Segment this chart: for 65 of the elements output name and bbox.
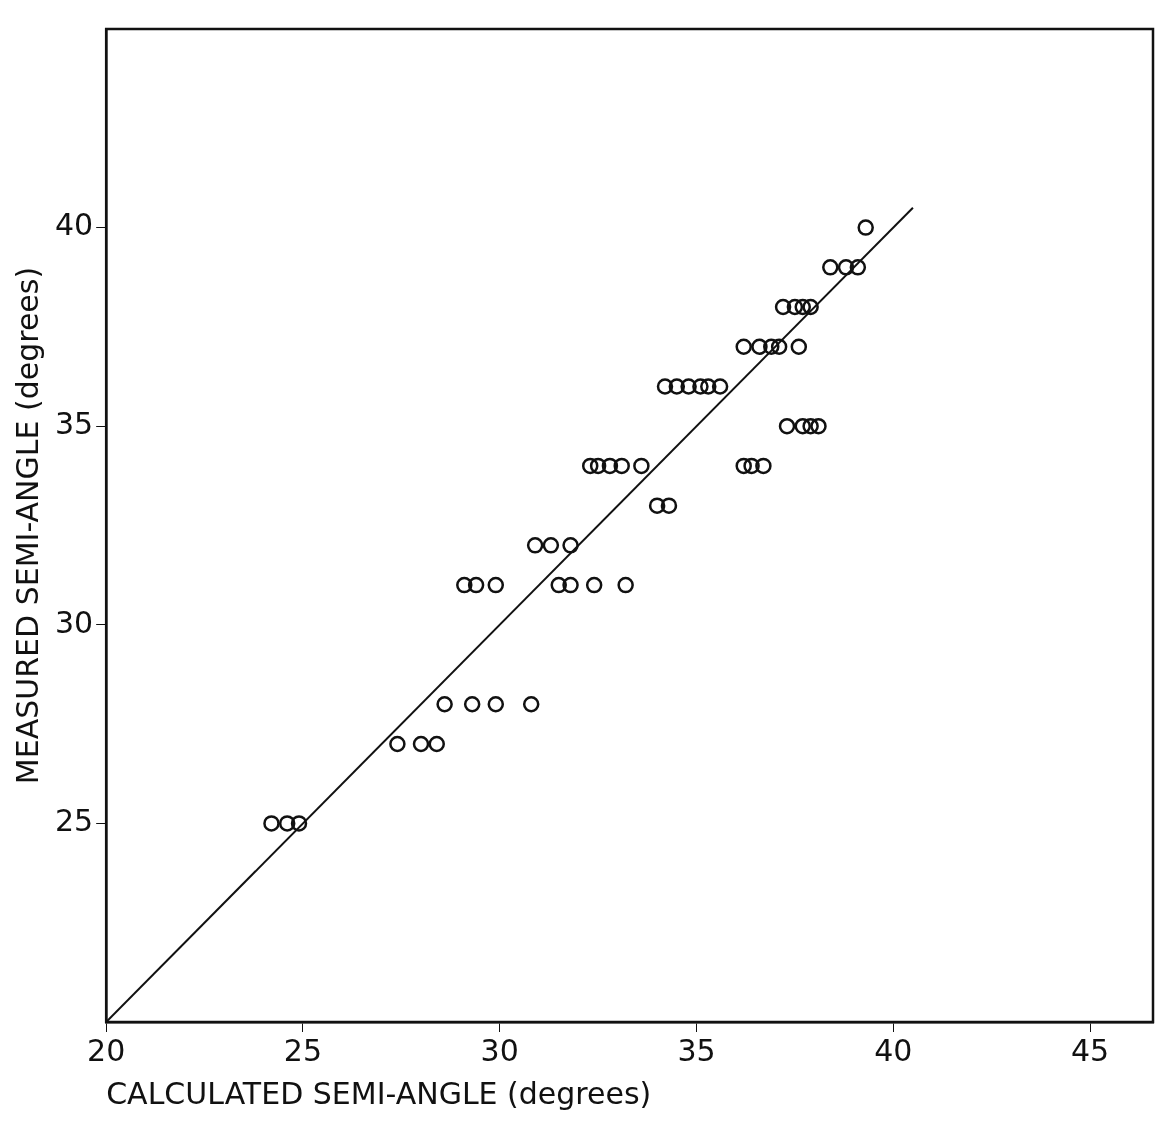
point: [770, 338, 788, 356]
point: [581, 457, 599, 475]
point: [802, 417, 819, 435]
point: [751, 338, 768, 356]
point: [290, 815, 308, 832]
point: [837, 259, 855, 276]
point: [802, 298, 819, 316]
point: [656, 378, 674, 395]
point: [428, 735, 445, 753]
point: [526, 537, 544, 554]
point: [849, 259, 867, 276]
point: [711, 378, 729, 395]
x-tick-label: 45: [1070, 1032, 1110, 1068]
point: [487, 576, 505, 594]
y-tick-label: 35: [54, 406, 94, 441]
point: [857, 219, 874, 236]
point: [278, 815, 296, 832]
point: [633, 457, 650, 475]
point: [735, 457, 752, 475]
point: [562, 537, 579, 554]
point: [585, 576, 603, 594]
x-tick-label: 30: [480, 1032, 519, 1068]
point: [790, 338, 808, 356]
point: [786, 298, 804, 316]
point: [822, 259, 839, 276]
point: [763, 338, 780, 356]
x-tick-label: 35: [677, 1032, 716, 1068]
point: [613, 457, 630, 475]
point: [617, 576, 634, 594]
y-axis-title: MEASURED SEMI-ANGLE (degrees): [9, 266, 45, 785]
point: [589, 457, 607, 475]
point: [601, 457, 619, 475]
point: [774, 298, 792, 316]
point: [680, 378, 697, 395]
point: [562, 576, 579, 594]
point: [412, 735, 430, 753]
point: [743, 457, 760, 475]
point: [550, 576, 567, 594]
point: [668, 378, 686, 395]
point: [794, 298, 811, 316]
point: [735, 338, 752, 356]
point: [463, 695, 481, 713]
x-tick-label: 20: [87, 1032, 126, 1068]
point: [522, 695, 540, 713]
point: [542, 537, 560, 554]
x-tick-label: 40: [874, 1032, 913, 1068]
y-tick-label: 25: [54, 803, 94, 839]
y-tick-label: 30: [54, 604, 94, 640]
y-tick-label: 40: [54, 207, 94, 243]
point: [778, 417, 796, 435]
x-tick-label: 25: [283, 1032, 323, 1068]
point: [700, 378, 717, 395]
point: [436, 695, 453, 713]
point: [263, 815, 280, 832]
point: [794, 417, 811, 435]
point: [755, 457, 772, 475]
point: [487, 695, 505, 713]
point: [660, 497, 678, 514]
x-axis-title: CALCULATED SEMI-ANGLE (degrees): [106, 1075, 652, 1111]
point: [456, 576, 473, 594]
point: [810, 417, 827, 435]
point: [692, 378, 709, 395]
point: [389, 735, 406, 753]
point: [648, 497, 666, 514]
point: [467, 576, 485, 594]
